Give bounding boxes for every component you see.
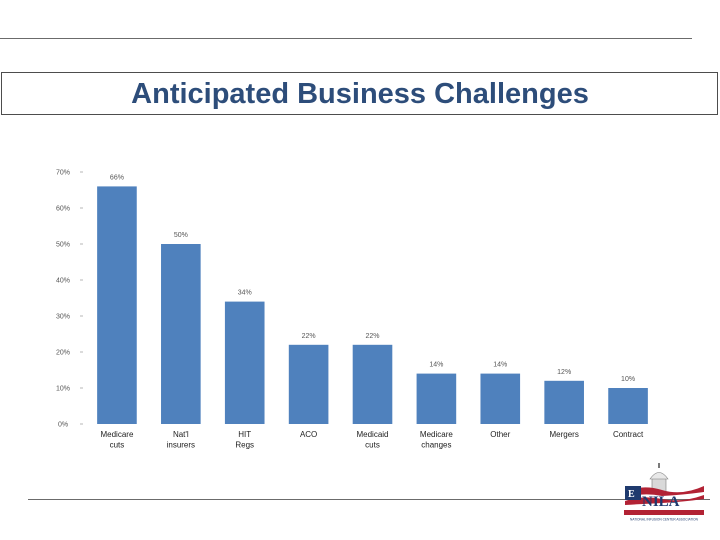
nila-logo: E NILA NATIONAL INFUSION CENTER ASSOCIAT…	[624, 463, 704, 522]
bar	[224, 301, 265, 424]
y-tick-label: 70%	[56, 170, 70, 177]
top-rule	[0, 38, 692, 39]
x-tick-label: HIT	[238, 430, 251, 439]
x-tick-label: Medicaid	[356, 430, 388, 439]
bar	[97, 186, 137, 424]
x-tick-label: ACO	[300, 430, 317, 439]
x-tick-label: changes	[421, 441, 451, 450]
bar	[544, 380, 584, 424]
x-tick-label: Medicare	[100, 430, 133, 439]
bar	[161, 244, 201, 424]
svg-text:E: E	[628, 489, 635, 500]
bottom-rule	[28, 499, 710, 500]
bar-chart: 0% 10% 20% 30% 40% 50% 60% 70% 66% Medicare cuts 50…	[56, 170, 648, 450]
data-label: 12%	[557, 369, 571, 376]
x-tick-label: Nat'l	[173, 430, 189, 439]
data-label: 22%	[302, 333, 316, 340]
y-tick-label: 20%	[56, 350, 70, 357]
flag-icon: E	[625, 486, 704, 505]
x-tick-label: cuts	[110, 441, 125, 450]
y-tick-label: 30%	[56, 314, 70, 321]
x-tick-label: Medicare	[420, 430, 453, 439]
y-tick-label: 0%	[58, 422, 68, 429]
bar	[416, 373, 457, 424]
y-tick-label: 60%	[56, 206, 70, 213]
x-tick-label: Mergers	[549, 430, 578, 439]
logo-wordmark: NILA	[642, 494, 680, 510]
y-tick-label: 10%	[56, 386, 70, 393]
x-tick-label: Other	[490, 430, 510, 439]
y-tick-label: 40%	[56, 278, 70, 285]
slide-title: Anticipated Business Challenges	[131, 78, 589, 110]
capitol-icon	[649, 463, 669, 493]
x-tick-label: Regs	[235, 441, 254, 450]
y-tick-label: 50%	[56, 242, 70, 249]
x-tick-label: Contract	[613, 430, 644, 439]
x-tick-label: cuts	[365, 441, 380, 450]
data-label: 34%	[238, 290, 252, 297]
bar	[352, 344, 393, 424]
data-label: 66%	[110, 174, 124, 181]
bar	[480, 373, 521, 424]
data-label: 50%	[174, 232, 188, 239]
logo-tagline: NATIONAL INFUSION CENTER ASSOCIATION	[630, 518, 699, 522]
bar	[288, 344, 329, 424]
x-tick-label: insurers	[167, 441, 195, 450]
data-label: 14%	[493, 362, 507, 369]
data-label: 22%	[365, 333, 379, 340]
data-label: 10%	[621, 376, 635, 383]
data-label: 14%	[429, 362, 443, 369]
bar	[608, 388, 648, 424]
title-box	[1, 72, 718, 115]
